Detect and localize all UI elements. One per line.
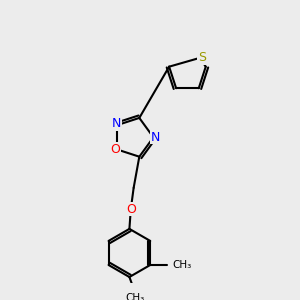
- Text: N: N: [151, 131, 160, 144]
- Text: CH₃: CH₃: [172, 260, 192, 270]
- Text: O: O: [110, 143, 120, 156]
- Text: S: S: [198, 51, 206, 64]
- Text: CH₃: CH₃: [125, 293, 145, 300]
- Text: O: O: [126, 202, 136, 216]
- Text: N: N: [112, 117, 121, 130]
